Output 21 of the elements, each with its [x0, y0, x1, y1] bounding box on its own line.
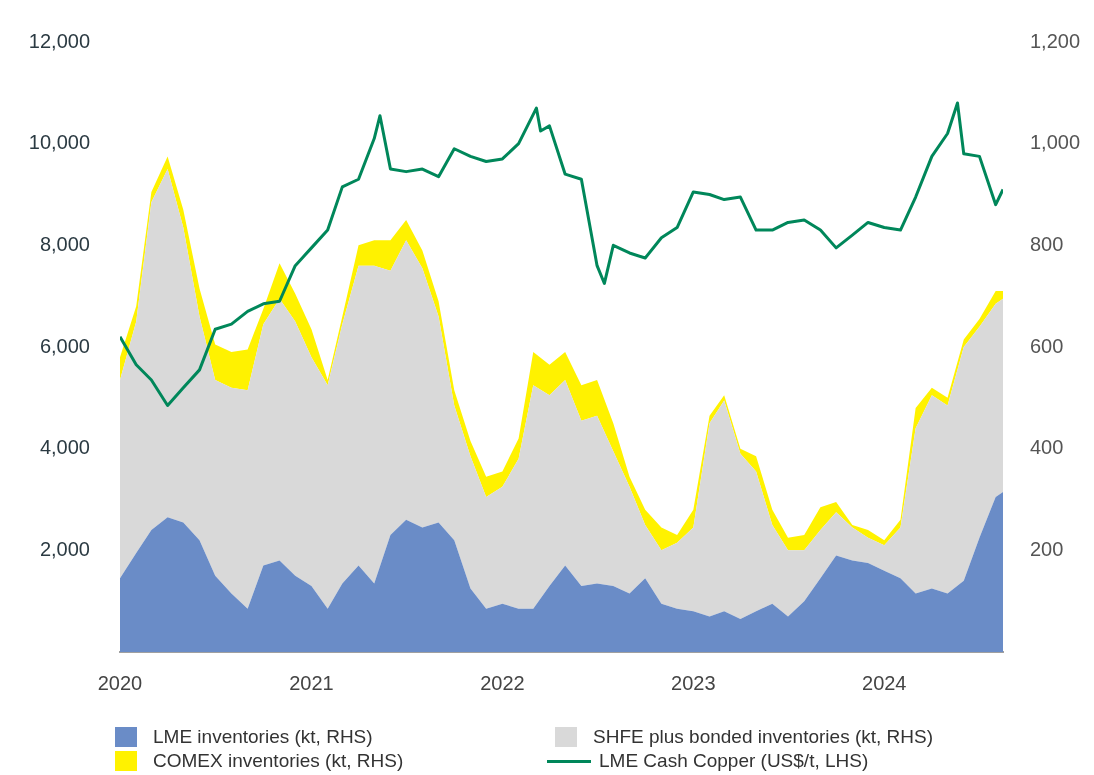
legend-label: LME inventories (kt, RHS)	[153, 726, 373, 748]
y2-tick-label: 600	[1030, 334, 1064, 357]
legend-label: COMEX inventories (kt, RHS)	[153, 750, 404, 772]
y-tick-label: 4,000	[39, 436, 90, 459]
y-tick-label: 8,000	[39, 232, 90, 255]
y-tick-label: 2,000	[39, 537, 90, 560]
x-tick-label: 2020	[97, 671, 143, 694]
y2-tick-label: 200	[1030, 537, 1064, 560]
y-tick-label: 12,000	[28, 29, 90, 52]
y2-tick-label: 1,000	[1030, 131, 1081, 154]
y2-tick-label: 800	[1030, 232, 1064, 255]
x-tick-label: 2024	[862, 671, 907, 694]
y-tick-label: 10,000	[28, 131, 90, 154]
legend-label: SHFE plus bonded inventories (kt, RHS)	[593, 726, 934, 748]
y2-tick-label: 400	[1030, 436, 1064, 459]
y-tick-label: 6,000	[39, 334, 90, 357]
x-tick-label: 2023	[671, 671, 716, 694]
legend-label: LME Cash Copper (US$/t, LHS)	[599, 750, 869, 772]
x-tick-label: 2022	[480, 671, 525, 694]
y2-tick-label: 1,200	[1030, 29, 1081, 52]
x-tick-label: 2021	[289, 671, 334, 694]
